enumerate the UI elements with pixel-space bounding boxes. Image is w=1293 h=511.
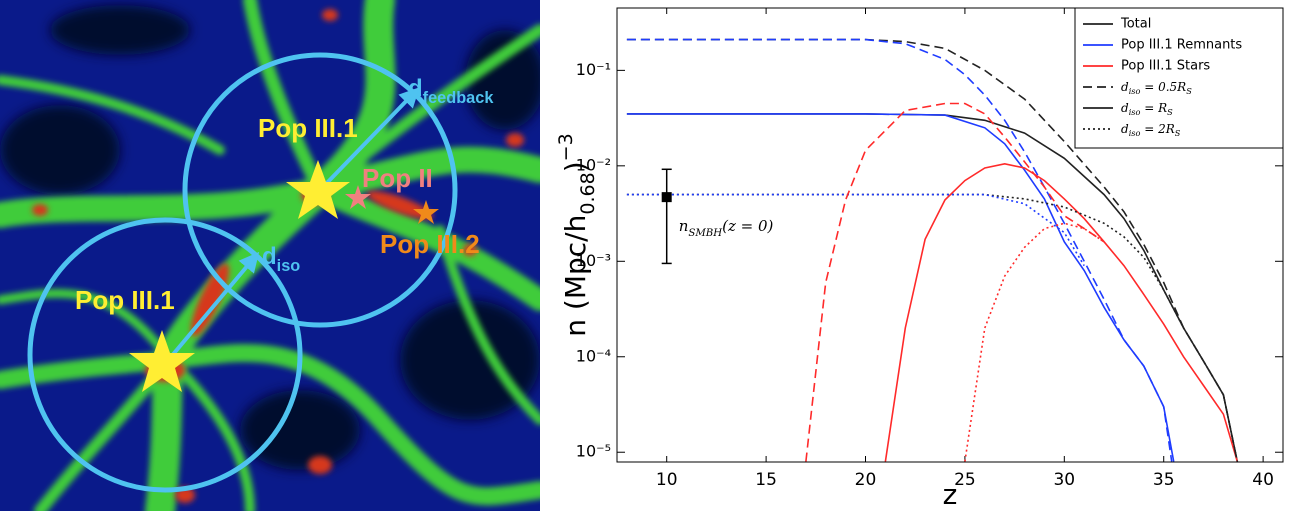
text-segment: S <box>1186 86 1192 96</box>
x-tick-label: 10 <box>656 470 678 490</box>
text-segment: ) <box>559 161 592 172</box>
legend-label: Pop III.1 Remnants <box>1121 38 1242 53</box>
text-segment: S <box>1175 128 1181 138</box>
text-segment: Pop III.2 <box>380 229 480 259</box>
text-segment: Pop III.1 <box>258 113 358 143</box>
y-tick-label: 10⁻⁴ <box>576 346 611 365</box>
text-segment: iso <box>1129 86 1141 96</box>
text-segment: = 0.5R <box>1140 80 1186 94</box>
y-tick-label: 10⁻² <box>576 155 611 174</box>
text-segment: iso <box>1129 128 1141 138</box>
x-tick-label: 40 <box>1252 470 1274 490</box>
x-tick-label: 20 <box>855 470 877 490</box>
text-segment: iso <box>1129 107 1141 117</box>
image-label: dfeedback <box>408 75 494 107</box>
text-segment: feedback <box>423 89 495 107</box>
x-tick-label: 35 <box>1153 470 1175 490</box>
annotation: nSMBH(z = 0) <box>679 217 774 239</box>
series-line <box>626 193 1239 462</box>
series-line <box>964 222 1105 462</box>
series-group <box>626 38 1239 462</box>
text-segment: d <box>1121 122 1129 136</box>
y-tick-label: 10⁻¹ <box>576 60 611 79</box>
text-segment: n <box>679 217 689 235</box>
y-tick-label: 10⁻⁵ <box>576 442 611 461</box>
image-label: Pop III.2 <box>380 229 480 259</box>
text-segment: d <box>1121 101 1129 115</box>
text-segment: n (Mpc/h <box>559 215 592 337</box>
chart: 10 15 20 25 30 35 40 10⁻⁵ 10⁻⁴ 10⁻³ 10⁻² 10⁻¹ z n (Mp… <box>555 7 1284 511</box>
text-segment: d <box>408 75 423 102</box>
x-axis-label: z <box>943 478 958 511</box>
x-tick-label: 25 <box>954 470 976 490</box>
legend-label: diso = 2RS <box>1121 122 1181 139</box>
text-segment: Pop III.1 <box>75 285 175 315</box>
image-label: Pop II <box>362 163 433 193</box>
y-axis-label: n (Mpc/h0.68)−3 <box>555 133 599 336</box>
error-point <box>661 192 672 203</box>
legend-label: diso = 0.5RS <box>1121 80 1192 97</box>
text-segment: = 2R <box>1140 122 1174 136</box>
series-line <box>884 162 1239 462</box>
text-segment: = R <box>1140 101 1167 115</box>
text-segment: 0.68 <box>577 172 599 214</box>
text-segment: SMBH <box>688 228 723 239</box>
image-label: Pop III.1 <box>75 285 175 315</box>
text-segment: (z = 0) <box>722 217 773 235</box>
text-segment: iso <box>277 257 301 275</box>
text-segment: d <box>1121 80 1129 94</box>
text-segment: Pop II <box>362 163 433 193</box>
series-line <box>626 38 1239 462</box>
text-segment: d <box>262 243 277 270</box>
image-label: Pop III.1 <box>258 113 358 143</box>
x-tick-label: 30 <box>1053 470 1075 490</box>
text-segment: S <box>1167 107 1173 117</box>
legend-label: Pop III.1 Stars <box>1121 59 1210 74</box>
x-tick-label: 15 <box>755 470 777 490</box>
simulation-image <box>0 0 540 511</box>
y-tick-label: 10⁻³ <box>576 251 611 270</box>
legend-label: diso = RS <box>1121 101 1173 118</box>
text-segment: −3 <box>555 133 577 161</box>
series-line <box>805 102 1105 462</box>
legend-label: Total <box>1120 17 1151 32</box>
legend-box <box>1074 7 1284 149</box>
image-label: diso <box>262 243 300 275</box>
